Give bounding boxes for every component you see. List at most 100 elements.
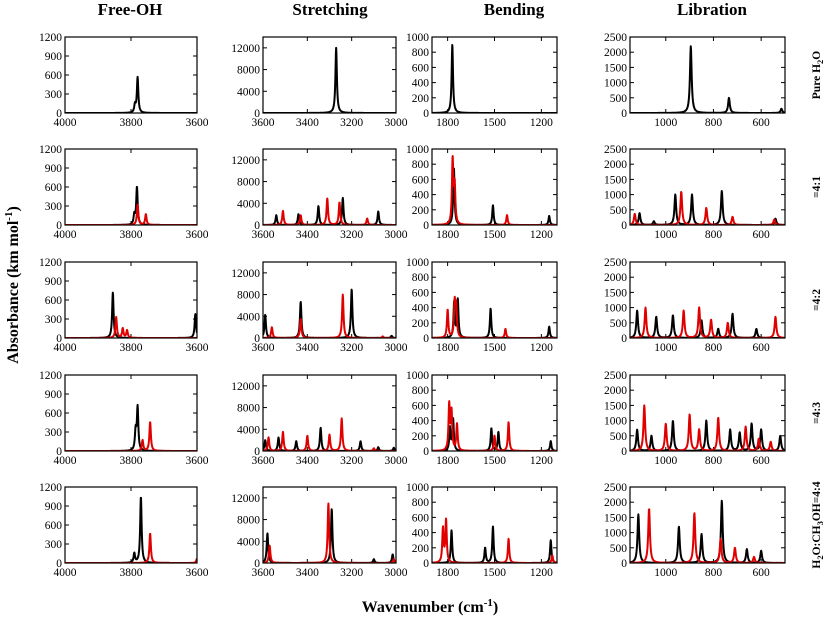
x-tick-label-r4-stretching-3000: 3000 (385, 455, 408, 467)
row-label-4-part-0: =4:3 (811, 402, 823, 424)
frame-r1-stretching (262, 36, 397, 114)
x-tick-label-r4-bending-1800: 1800 (436, 455, 459, 467)
panel-r2-stretching: 0 4000 8000 12000 3600 3400 3200 3000 (231, 148, 408, 241)
frame-r5-libration (629, 486, 786, 564)
y-tick-label-r1-stretching-8000: 8000 (237, 65, 260, 77)
x-tick-label-r5-stretching-3600: 3600 (252, 567, 275, 579)
x-tick-label-r4-free-oh-4000: 4000 (54, 455, 77, 467)
y-tick-label-r2-libration-2500: 2500 (604, 144, 627, 156)
y-tick-label-r2-free-oh-300: 300 (45, 201, 63, 213)
row-label-2: =4:1 (811, 176, 823, 198)
y-tick-label-r3-bending-0: 0 (423, 333, 429, 345)
series-black-r3-libration (630, 309, 785, 338)
frame-r2-bending (431, 148, 558, 226)
y-tick-label-r3-free-oh-900: 900 (45, 276, 63, 288)
series-black-r5-bending (432, 525, 557, 563)
column-title-libration: Libration (677, 0, 747, 19)
panel-r1-libration: 0 500 1000 1500 2000 2500 1000 800 600 (604, 32, 786, 129)
y-tick-label-r1-free-oh-300: 300 (45, 89, 63, 101)
x-axis-label-sup: -1 (484, 597, 493, 609)
y-tick-label-r5-libration-1000: 1000 (604, 528, 627, 540)
y-tick-label-r5-bending-600: 600 (412, 512, 430, 524)
y-tick-label-r3-libration-1000: 1000 (604, 303, 627, 315)
x-tick-label-r2-free-oh-3600: 3600 (186, 229, 209, 241)
x-tick-label-r2-stretching-3200: 3200 (340, 229, 363, 241)
y-tick-label-r3-libration-2500: 2500 (604, 257, 627, 269)
y-tick-label-r3-stretching-4000: 4000 (237, 311, 260, 323)
y-tick-label-r5-bending-800: 800 (412, 497, 430, 509)
y-tick-label-r2-bending-400: 400 (412, 190, 430, 202)
y-tick-label-r5-libration-1500: 1500 (604, 512, 627, 524)
y-tick-label-r2-libration-1500: 1500 (604, 174, 627, 186)
x-tick-label-r3-free-oh-3600: 3600 (186, 342, 209, 354)
column-title-bending: Bending (484, 0, 545, 19)
x-axis-label-end: ) (493, 599, 498, 616)
frame-r3-free-oh (64, 261, 198, 339)
panel-r1-free-oh: 0 300 600 900 1200 4000 3800 3600 (39, 32, 209, 129)
y-tick-label-r4-stretching-0: 0 (254, 446, 260, 458)
series-black-r3-stretching (263, 288, 396, 338)
x-tick-label-r1-bending-1500: 1500 (483, 117, 506, 129)
row-label-4: =4:3 (811, 402, 823, 424)
x-tick-label-r3-stretching-3600: 3600 (252, 342, 275, 354)
y-tick-label-r4-libration-500: 500 (610, 431, 628, 443)
y-tick-label-r4-bending-200: 200 (412, 431, 430, 443)
panel-r4-libration: 0 500 1000 1500 2000 2500 1000 800 600 (604, 370, 786, 467)
series-red-r4-free-oh (65, 421, 197, 451)
row-label-5-part-2: O:CH (811, 525, 823, 555)
y-tick-label-r5-bending-0: 0 (423, 558, 429, 570)
y-tick-label-r4-bending-600: 600 (412, 400, 430, 412)
panel-r4-free-oh: 0 300 600 900 1200 4000 3800 3600 (39, 370, 209, 467)
row-label-1-part-1: 2 (815, 60, 825, 64)
y-tick-label-r4-free-oh-0: 0 (56, 446, 62, 458)
series-black-r2-free-oh (65, 185, 197, 225)
series-black-r4-libration (630, 419, 785, 451)
series-black-r1-free-oh (65, 75, 197, 113)
y-tick-label-r5-libration-2000: 2000 (604, 497, 627, 509)
series-red-r3-bending (432, 295, 557, 338)
frame-r5-stretching (262, 486, 397, 564)
x-tick-label-r5-stretching-3200: 3200 (340, 567, 363, 579)
x-tick-label-r1-stretching-3200: 3200 (340, 117, 363, 129)
x-tick-label-r5-bending-1500: 1500 (483, 567, 506, 579)
x-tick-label-r5-free-oh-3600: 3600 (186, 567, 209, 579)
x-tick-label-r5-libration-600: 600 (753, 567, 771, 579)
x-tick-label-r3-free-oh-3800: 3800 (120, 342, 143, 354)
y-tick-label-r3-free-oh-600: 600 (45, 295, 63, 307)
panel-r2-free-oh: 0 300 600 900 1200 4000 3800 3600 (39, 144, 209, 241)
x-tick-label-r2-libration-1000: 1000 (654, 229, 677, 241)
y-tick-label-r5-bending-200: 200 (412, 543, 430, 555)
series-red-r4-libration (630, 404, 785, 451)
y-tick-label-r2-libration-0: 0 (621, 220, 627, 232)
y-tick-label-r4-stretching-8000: 8000 (237, 403, 260, 415)
series-red-r5-free-oh (65, 532, 197, 563)
y-tick-label-r1-stretching-4000: 4000 (237, 86, 260, 98)
x-tick-label-r1-stretching-3000: 3000 (385, 117, 408, 129)
y-tick-label-r3-bending-800: 800 (412, 272, 430, 284)
y-tick-label-r3-bending-200: 200 (412, 318, 430, 330)
x-tick-label-r1-free-oh-3600: 3600 (186, 117, 209, 129)
y-tick-label-r2-free-oh-0: 0 (56, 220, 62, 232)
x-tick-label-r2-stretching-3600: 3600 (252, 229, 275, 241)
x-tick-label-r2-bending-1500: 1500 (483, 229, 506, 241)
frame-r1-free-oh (64, 36, 198, 114)
y-tick-label-r2-free-oh-900: 900 (45, 163, 63, 175)
frame-r3-bending (431, 261, 558, 339)
y-tick-label-r1-bending-400: 400 (412, 78, 430, 90)
x-tick-label-r4-bending-1200: 1200 (530, 455, 553, 467)
row-label-1: Pure H2O (811, 51, 825, 100)
y-tick-label-r4-stretching-4000: 4000 (237, 424, 260, 436)
y-tick-label-r5-libration-500: 500 (610, 543, 628, 555)
x-tick-label-r5-libration-800: 800 (705, 567, 723, 579)
x-tick-label-r2-bending-1800: 1800 (436, 229, 459, 241)
series-red-r5-stretching (263, 502, 396, 563)
y-tick-label-r5-free-oh-900: 900 (45, 501, 63, 513)
y-tick-label-r2-free-oh-1200: 1200 (39, 144, 62, 156)
series-red-r2-libration (630, 190, 785, 225)
y-tick-label-r2-stretching-8000: 8000 (237, 177, 260, 189)
row-label-5-part-1: 2 (815, 555, 825, 559)
frame-r4-libration (629, 374, 786, 452)
y-tick-label-r4-bending-400: 400 (412, 416, 430, 428)
